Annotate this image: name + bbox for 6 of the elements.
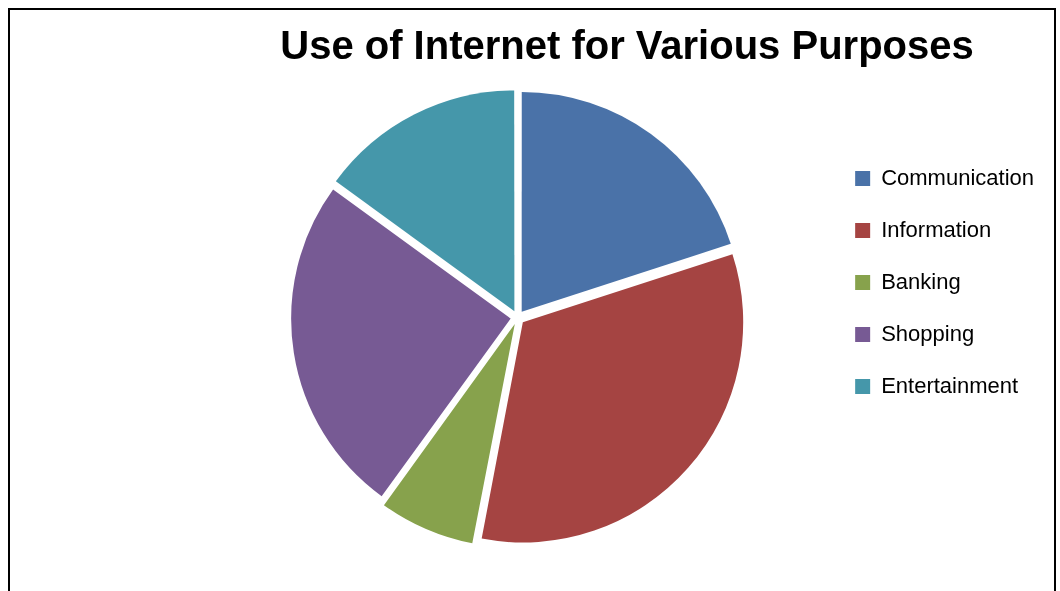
- legend-label: Entertainment: [881, 372, 1019, 398]
- chart-title: Use of Internet for Various Purposes: [280, 23, 974, 68]
- legend-label: Shopping: [881, 320, 975, 346]
- legend-label: Banking: [881, 268, 961, 294]
- legend-label: Communication: [881, 164, 1034, 190]
- legend-label: Information: [881, 216, 992, 242]
